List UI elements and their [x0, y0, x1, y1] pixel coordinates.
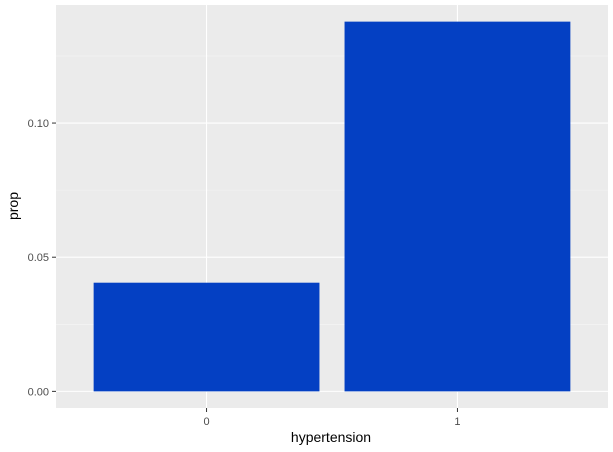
y-axis-title: prop — [5, 192, 21, 220]
y-tick-label: 0.00 — [28, 386, 49, 398]
bars — [93, 21, 571, 392]
x-axis-title: hypertension — [291, 429, 371, 445]
x-tick-label: 1 — [454, 416, 460, 428]
x-tick-label: 0 — [203, 416, 209, 428]
bar — [93, 282, 320, 392]
y-axis-ticks: 0.00 0.05 0.10 — [28, 118, 56, 398]
bar — [344, 21, 571, 392]
y-tick-label: 0.05 — [28, 252, 49, 264]
y-tick-label: 0.10 — [28, 118, 49, 130]
